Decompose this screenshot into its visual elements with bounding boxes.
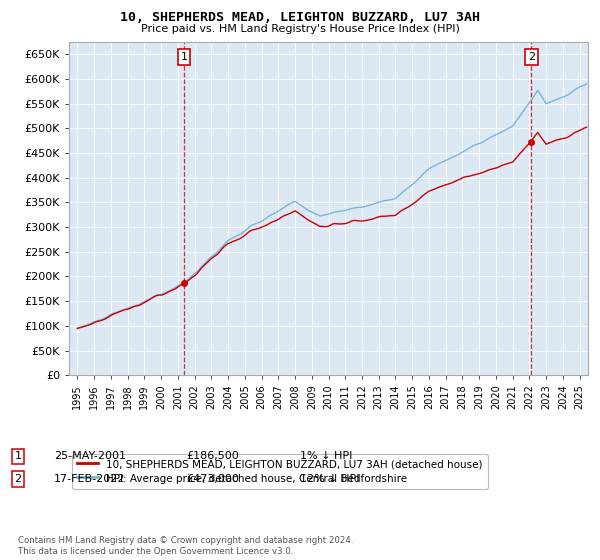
Text: Price paid vs. HM Land Registry's House Price Index (HPI): Price paid vs. HM Land Registry's House …	[140, 24, 460, 34]
Text: 2: 2	[14, 474, 22, 484]
Text: 10, SHEPHERDS MEAD, LEIGHTON BUZZARD, LU7 3AH: 10, SHEPHERDS MEAD, LEIGHTON BUZZARD, LU…	[120, 11, 480, 24]
Text: 1% ↓ HPI: 1% ↓ HPI	[300, 451, 352, 461]
Text: £186,500: £186,500	[186, 451, 239, 461]
Text: 1: 1	[14, 451, 22, 461]
Legend: 10, SHEPHERDS MEAD, LEIGHTON BUZZARD, LU7 3AH (detached house), HPI: Average pri: 10, SHEPHERDS MEAD, LEIGHTON BUZZARD, LU…	[71, 454, 488, 489]
Text: 12% ↓ HPI: 12% ↓ HPI	[300, 474, 359, 484]
Text: 25-MAY-2001: 25-MAY-2001	[54, 451, 126, 461]
Text: 17-FEB-2022: 17-FEB-2022	[54, 474, 125, 484]
Text: 2: 2	[528, 52, 535, 62]
Text: Contains HM Land Registry data © Crown copyright and database right 2024.
This d: Contains HM Land Registry data © Crown c…	[18, 536, 353, 556]
Text: £473,000: £473,000	[186, 474, 239, 484]
Text: 1: 1	[181, 52, 188, 62]
